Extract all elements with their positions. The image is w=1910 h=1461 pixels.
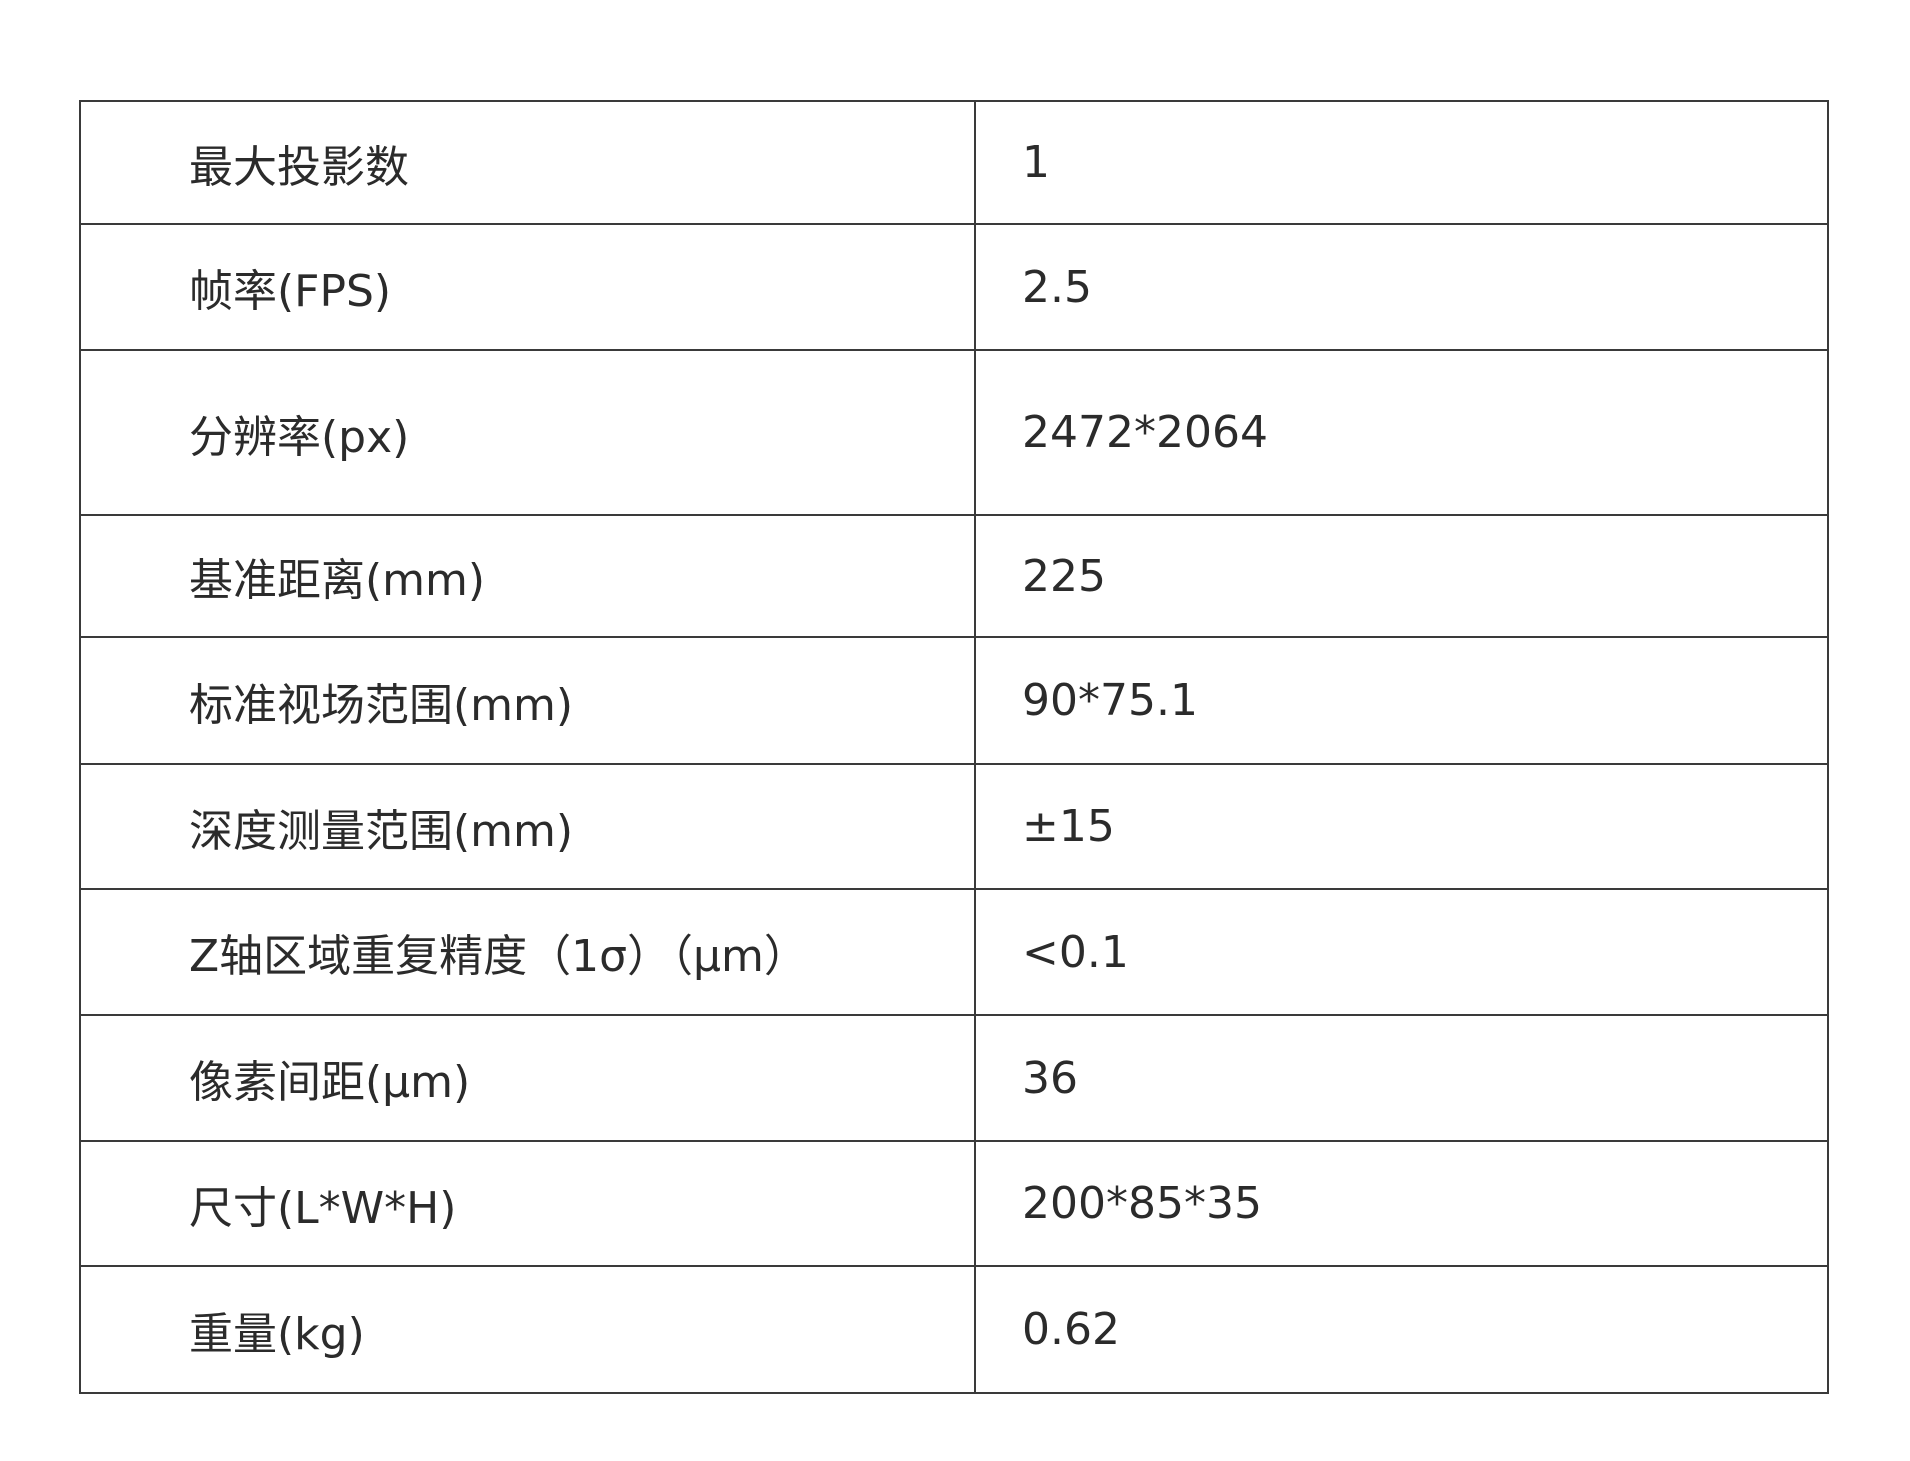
spec-label: 标准视场范围(mm) <box>79 636 976 765</box>
spec-label: 帧率(FPS) <box>79 223 976 351</box>
spec-label: Z轴区域重复精度（1σ）（μm） <box>79 888 976 1016</box>
table-row: 最大投影数 1 <box>79 100 1829 225</box>
table-row: 分辨率(px) 2472*2064 <box>79 349 1829 516</box>
spec-label: 重量(kg) <box>79 1265 976 1394</box>
spec-value: 90*75.1 <box>974 636 1829 765</box>
spec-label: 最大投影数 <box>79 100 976 225</box>
spec-label: 深度测量范围(mm) <box>79 763 976 890</box>
table-row: 帧率(FPS) 2.5 <box>79 223 1829 351</box>
table-row: 像素间距(μm) 36 <box>79 1014 1829 1142</box>
spec-value: 200*85*35 <box>974 1140 1829 1267</box>
spec-label: 像素间距(μm) <box>79 1014 976 1142</box>
spec-value: 2.5 <box>974 223 1829 351</box>
spec-value: 225 <box>974 514 1829 638</box>
spec-value: 0.62 <box>974 1265 1829 1394</box>
table-row: 标准视场范围(mm) 90*75.1 <box>79 636 1829 765</box>
spec-label: 分辨率(px) <box>79 349 976 516</box>
table-row: Z轴区域重复精度（1σ）（μm） <0.1 <box>79 888 1829 1016</box>
spec-value: 36 <box>974 1014 1829 1142</box>
spec-table: 最大投影数 1 帧率(FPS) 2.5 分辨率(px) 2472*2064 基准距离(mm)… <box>79 100 1829 1394</box>
spec-table-body: 最大投影数 1 帧率(FPS) 2.5 分辨率(px) 2472*2064 基准距离(mm)… <box>79 100 1829 1394</box>
spec-value: 2472*2064 <box>974 349 1829 516</box>
spec-value: ±15 <box>974 763 1829 890</box>
spec-value: <0.1 <box>974 888 1829 1016</box>
table-row: 基准距离(mm) 225 <box>79 514 1829 638</box>
spec-value: 1 <box>974 100 1829 225</box>
table-row: 重量(kg) 0.62 <box>79 1265 1829 1394</box>
spec-label: 基准距离(mm) <box>79 514 976 638</box>
table-row: 深度测量范围(mm) ±15 <box>79 763 1829 890</box>
spec-label: 尺寸(L*W*H) <box>79 1140 976 1267</box>
table-row: 尺寸(L*W*H) 200*85*35 <box>79 1140 1829 1267</box>
